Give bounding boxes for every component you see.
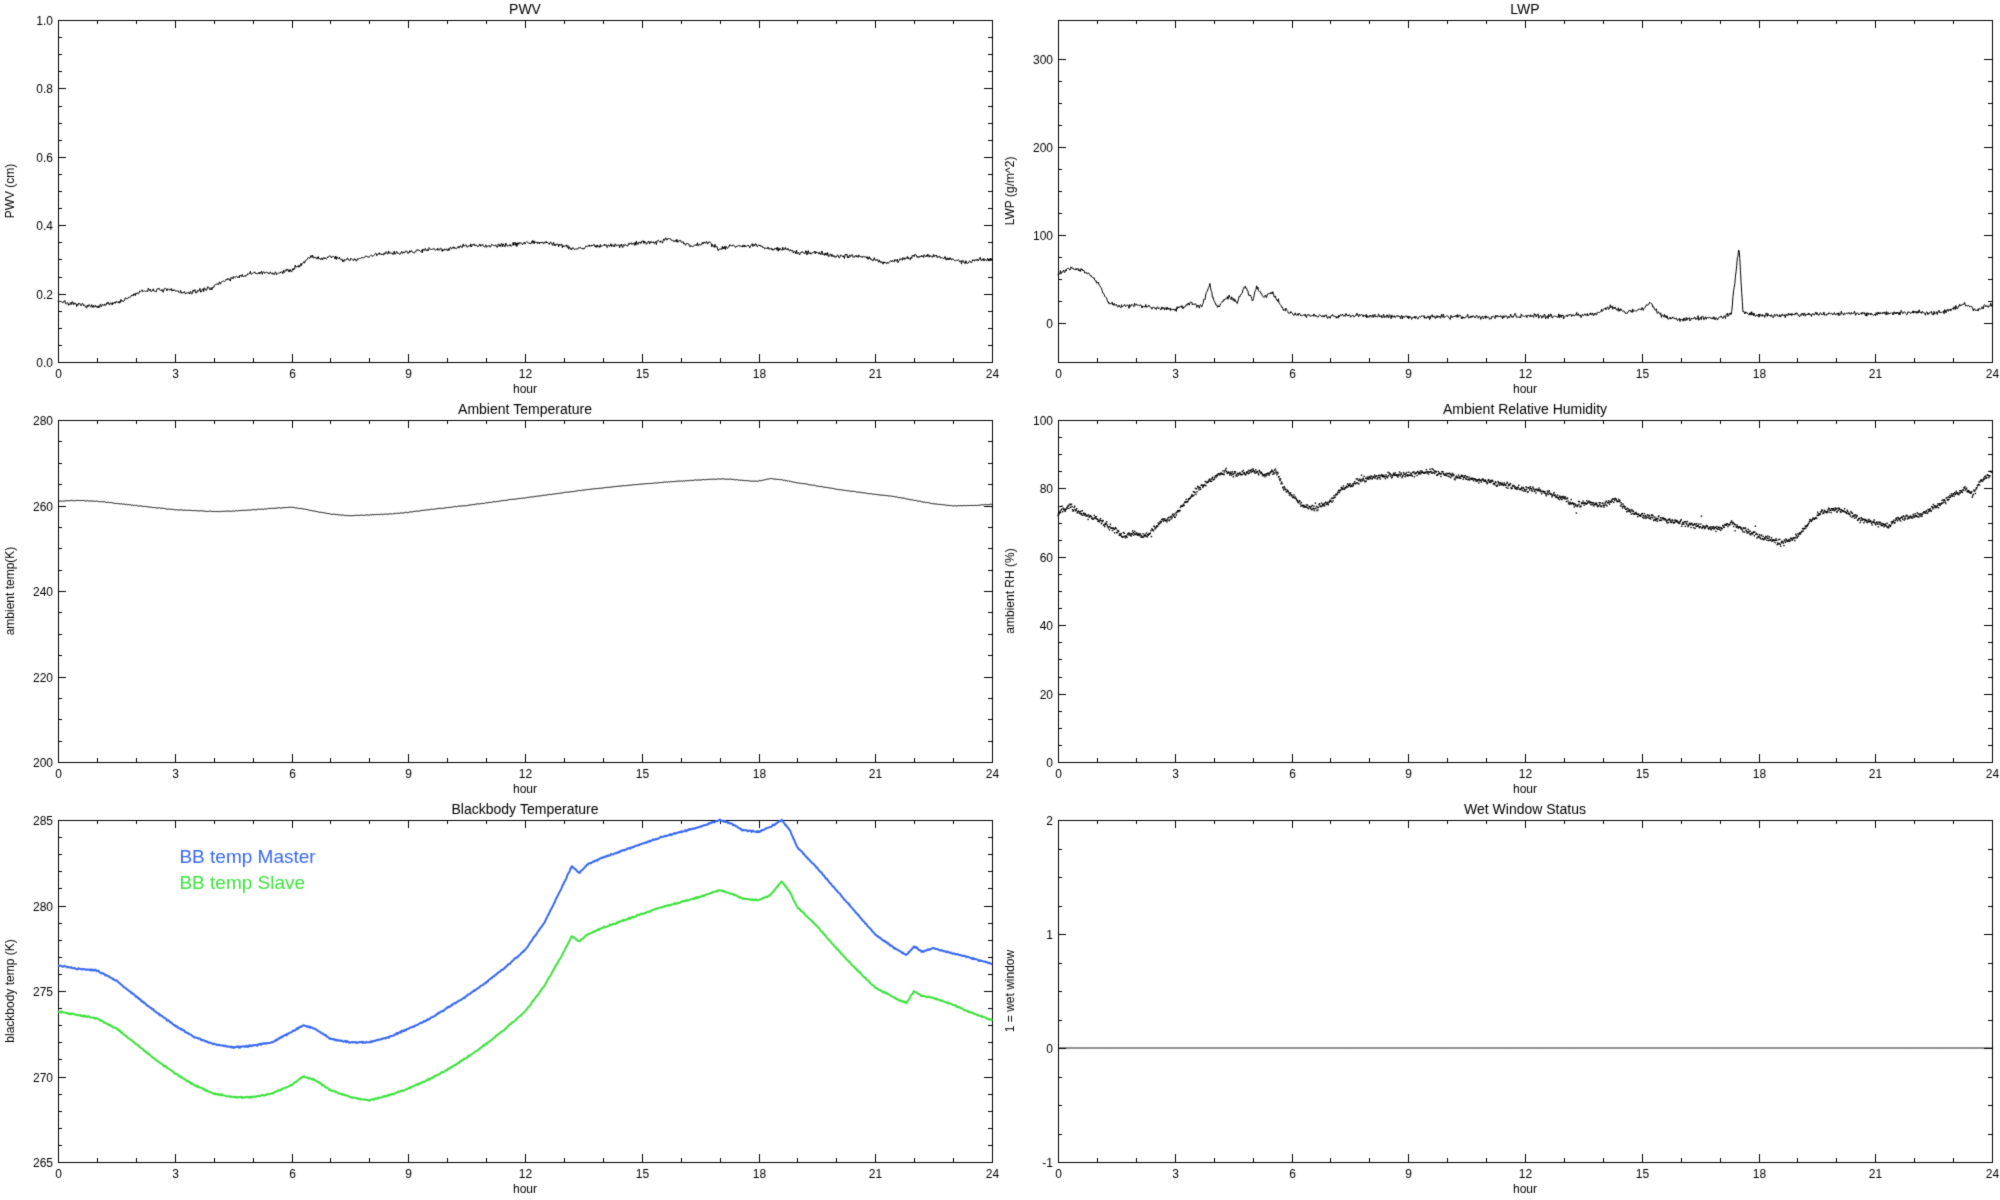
panel-wet-window-status bbox=[1000, 800, 2000, 1200]
blackbody-temperature-chart bbox=[0, 800, 1000, 1200]
ambient-temperature-chart bbox=[0, 400, 1000, 800]
lwp-chart bbox=[1000, 0, 2000, 400]
panel-lwp bbox=[1000, 0, 2000, 400]
ambient-rh-chart bbox=[1000, 400, 2000, 800]
panel-pwv bbox=[0, 0, 1000, 400]
panel-blackbody-temperature bbox=[0, 800, 1000, 1200]
panel-ambient-temperature bbox=[0, 400, 1000, 800]
wet-window-status-chart bbox=[1000, 800, 2000, 1200]
panel-ambient-rh bbox=[1000, 400, 2000, 800]
pwv-chart bbox=[0, 0, 1000, 400]
